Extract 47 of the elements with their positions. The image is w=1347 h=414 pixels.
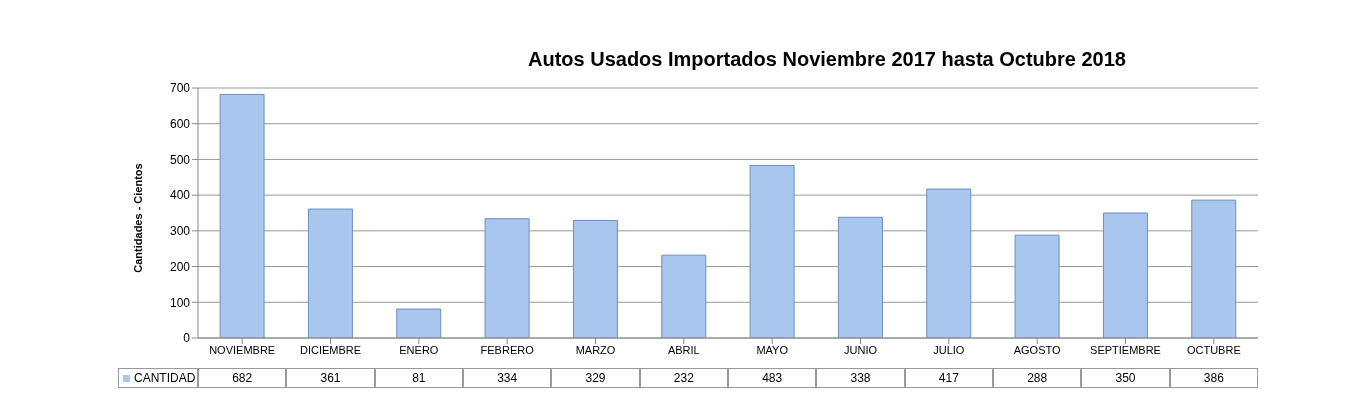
x-tick-label: SEPTIEMBRE	[1090, 343, 1161, 356]
bar	[926, 188, 972, 338]
y-axis-title: Cantidades - Cientos	[132, 163, 144, 273]
data-label: 288	[1027, 371, 1048, 385]
x-tick-label: DICIEMBRE	[299, 343, 362, 356]
x-tick-label: MAYO	[756, 343, 789, 356]
bar	[219, 93, 265, 338]
x-tick-label: JUNIO	[844, 343, 878, 356]
x-tick-label: JULIO	[933, 343, 965, 356]
x-tick-label: ENERO	[399, 343, 439, 356]
data-label: 338	[850, 371, 871, 385]
y-tick-label: 300	[169, 224, 191, 239]
data-label: 386	[1203, 371, 1224, 385]
y-tick-label: 600	[169, 116, 191, 131]
y-tick-label: 100	[169, 295, 191, 310]
x-tick-label: AGOSTO	[1013, 343, 1062, 356]
bar	[572, 220, 618, 338]
x-tick-label: NOVIEMBRE	[209, 343, 276, 356]
bar	[1102, 212, 1148, 338]
bar	[1191, 199, 1237, 338]
chart-title: Autos Usados Importados Noviembre 2017 hasta Octubre 2018	[527, 47, 1127, 72]
bar	[396, 308, 442, 338]
x-tick-label: FEBRERO	[480, 343, 535, 356]
legend-label: CANTIDAD	[134, 371, 196, 385]
y-tick-label: 200	[169, 259, 191, 274]
bar	[484, 218, 530, 338]
data-label: 350	[1115, 371, 1136, 385]
bar	[749, 165, 795, 338]
bar	[837, 216, 883, 338]
data-label: 417	[938, 371, 959, 385]
bar	[1014, 234, 1060, 338]
x-tick-label: OCTUBRE	[1186, 343, 1241, 356]
data-label: 334	[497, 371, 518, 385]
data-label: 483	[762, 371, 783, 385]
y-tick-label: 700	[169, 81, 191, 96]
x-tick-label: ABRIL	[667, 343, 700, 356]
x-tick-label: MARZO	[575, 343, 616, 356]
bar	[307, 208, 353, 338]
data-label: 682	[232, 371, 253, 385]
data-label: 232	[673, 371, 694, 385]
y-tick-label: 0	[183, 331, 191, 346]
data-label: 361	[320, 371, 341, 385]
y-tick-label: 400	[169, 188, 191, 203]
y-tick-label: 500	[169, 152, 191, 167]
data-label: 81	[412, 371, 426, 385]
data-label: 329	[585, 371, 606, 385]
bar	[661, 254, 707, 338]
